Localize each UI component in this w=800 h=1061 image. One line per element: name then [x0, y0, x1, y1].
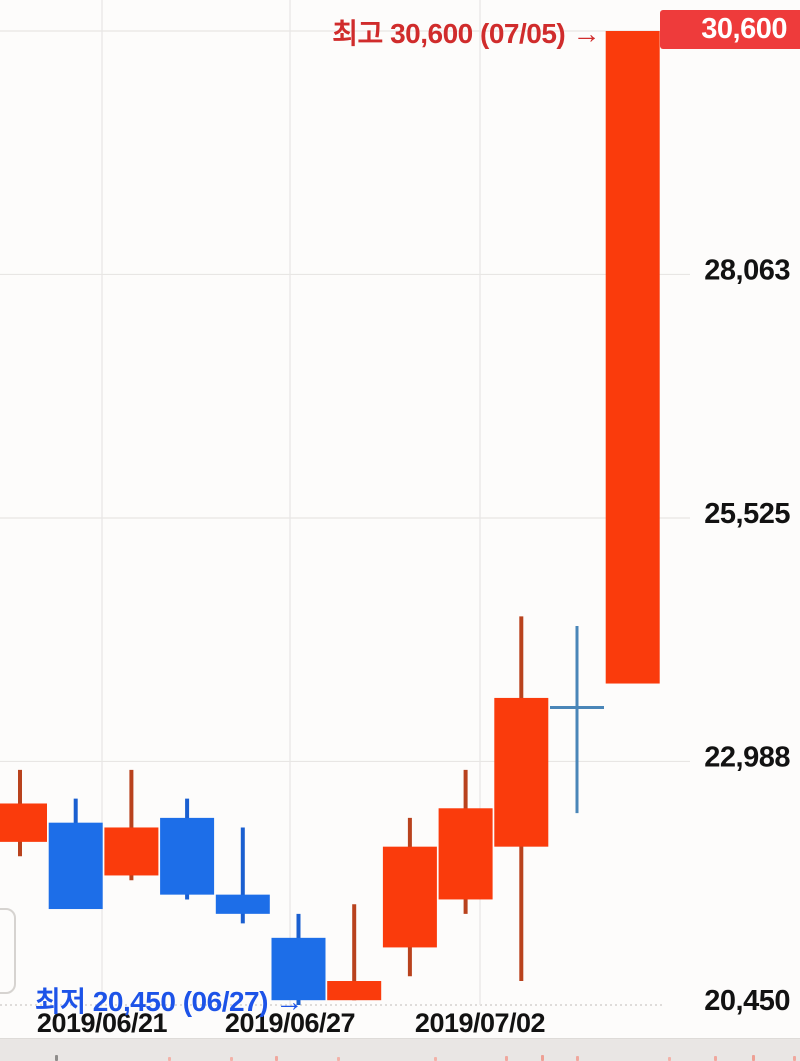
candle-body	[271, 937, 326, 1001]
volume-bar-tip	[793, 1056, 796, 1061]
candle-2019/06/21[interactable]	[48, 798, 103, 910]
x-axis-label: 2019/07/02	[415, 1008, 545, 1038]
candle-body	[215, 894, 270, 914]
volume-bar-tip	[576, 1056, 579, 1061]
volume-bar-tip	[714, 1056, 717, 1061]
volume-bar-tip	[168, 1057, 171, 1061]
candle-2019/06/28[interactable]	[327, 904, 382, 1001]
candle-2019/06/20[interactable]	[0, 769, 47, 857]
candle-body	[160, 817, 215, 895]
candle-body	[494, 697, 549, 847]
volume-bar-tip	[752, 1055, 755, 1061]
volume-bar-tip	[230, 1057, 233, 1061]
y-axis-label: 28,063	[704, 254, 790, 286]
y-axis-label: 22,988	[704, 741, 790, 773]
current-price-badge: 30,600	[660, 10, 800, 49]
y-axis-label: 20,450	[704, 985, 790, 1017]
candle-body	[605, 31, 660, 684]
volume-bar-tip	[275, 1056, 278, 1061]
candle-2019/06/27[interactable]	[271, 913, 326, 1005]
volume-pane-strip[interactable]	[0, 1038, 800, 1061]
candle-body	[0, 803, 47, 842]
volume-bar-tip	[541, 1055, 544, 1061]
volume-bar-tip	[668, 1057, 671, 1061]
candle-body	[327, 981, 382, 1001]
candle-body	[438, 808, 493, 900]
volume-bar-tip	[434, 1057, 437, 1061]
volume-bar-tip	[505, 1056, 508, 1061]
x-axis-label: 2019/06/27	[225, 1008, 355, 1038]
high-price-annotation: 최고 30,600 (07/05) →	[332, 18, 600, 49]
y-axis-label: 25,525	[704, 498, 790, 530]
candle-2019/07/01[interactable]	[382, 817, 437, 977]
candle-2019/07/03[interactable]	[494, 616, 549, 982]
volume-bar-tip	[337, 1057, 340, 1061]
candle-2019/06/26[interactable]	[215, 827, 270, 924]
candle-2019/07/05[interactable]	[605, 31, 660, 684]
candle-body	[382, 846, 437, 948]
candle-2019/06/25[interactable]	[160, 798, 215, 900]
volume-bar-tip	[55, 1055, 58, 1061]
low-price-annotation: 최저 20,450 (06/27) →	[35, 986, 303, 1017]
candle-2019/07/02[interactable]	[438, 769, 493, 914]
left-edge-panel-fragment	[0, 908, 16, 994]
candle-body	[104, 827, 159, 876]
candle-2019/07/04[interactable]	[550, 625, 604, 814]
x-axis-label: 2019/06/21	[37, 1008, 168, 1038]
candle-2019/06/24[interactable]	[104, 769, 159, 881]
candle-body	[48, 822, 103, 910]
